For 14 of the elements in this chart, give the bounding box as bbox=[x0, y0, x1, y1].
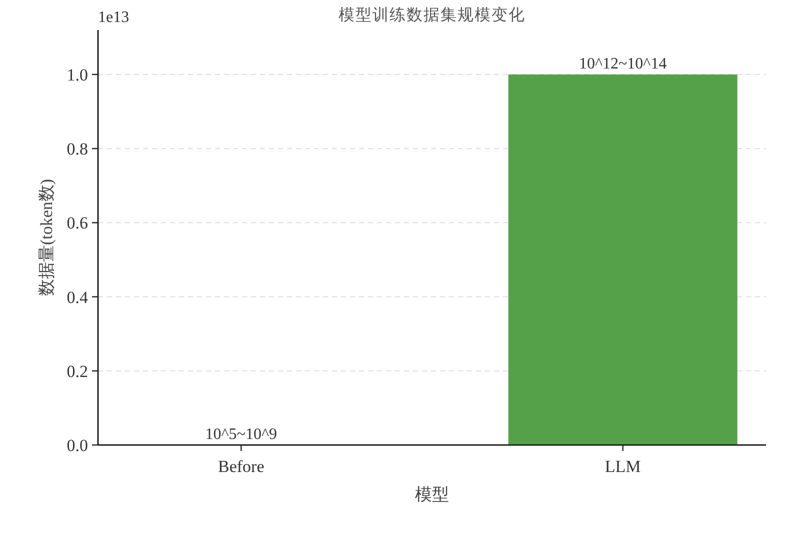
y-tick-label: 0.2 bbox=[66, 362, 88, 381]
annotation: 10^5~10^9 bbox=[205, 426, 277, 443]
y-tick-label: 0.0 bbox=[66, 436, 88, 455]
y-tick-label: 0.4 bbox=[66, 288, 88, 307]
y-tick-label: 0.6 bbox=[66, 214, 88, 233]
y-tick-label: 0.8 bbox=[66, 140, 88, 159]
y-tick-label: 1.0 bbox=[66, 65, 88, 84]
x-axis-title: 模型 bbox=[415, 485, 449, 504]
text: 1e13 bbox=[98, 9, 130, 26]
y-axis-title: 数据量(token数) bbox=[37, 178, 56, 296]
x-tick-label: Before bbox=[218, 457, 264, 476]
chart-title: 模型训练数据集规模变化 bbox=[338, 6, 526, 24]
x-tick-label: LLM bbox=[604, 457, 641, 476]
annotation: 10^12~10^14 bbox=[579, 55, 667, 72]
